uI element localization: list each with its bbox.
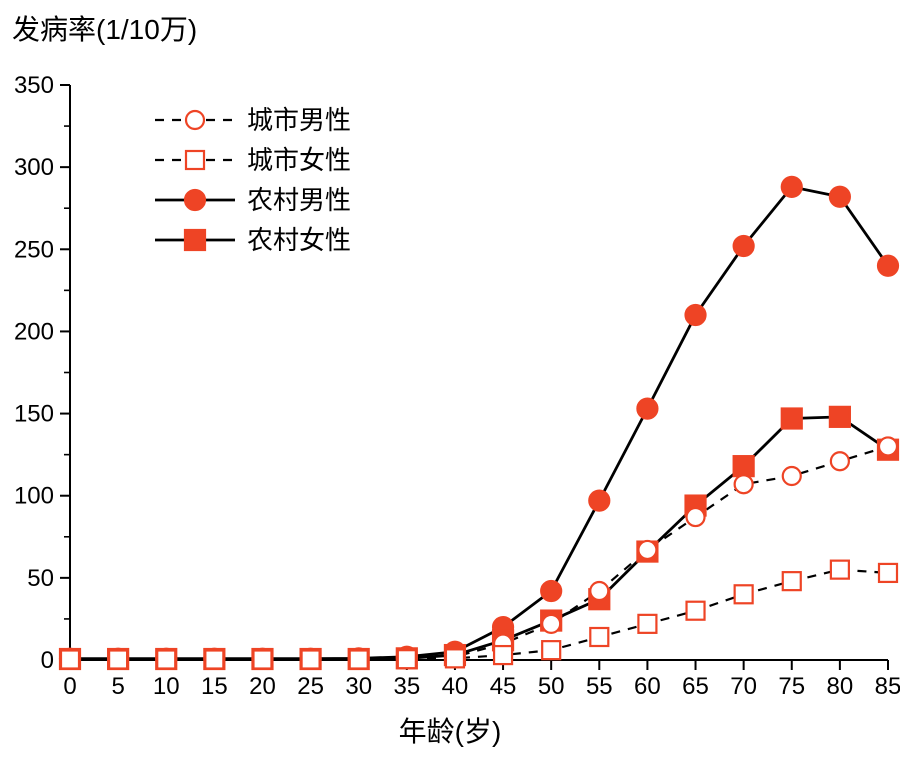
y-tick-label: 100 [14, 483, 54, 510]
series-line-rural_female [70, 417, 888, 659]
x-tick-label: 60 [634, 673, 661, 700]
x-tick-label: 5 [111, 673, 124, 700]
marker-urban_female [687, 602, 705, 620]
marker-urban_female [783, 572, 801, 590]
y-tick-label: 250 [14, 236, 54, 263]
marker-rural_male [589, 491, 609, 511]
marker-urban_female [542, 641, 560, 659]
marker-urban_female [61, 651, 79, 669]
x-tick-label: 40 [442, 673, 469, 700]
marker-urban_male [783, 467, 801, 485]
marker-rural_male [637, 399, 657, 419]
y-tick-label: 0 [41, 647, 54, 674]
y-tick-label: 150 [14, 401, 54, 428]
x-tick-label: 45 [490, 673, 517, 700]
series-line-urban_female [70, 570, 888, 660]
legend-marker-urban_male [186, 111, 204, 129]
x-tick-label: 80 [827, 673, 854, 700]
marker-urban_female [302, 651, 320, 669]
marker-urban_female [205, 651, 223, 669]
marker-urban_female [157, 651, 175, 669]
marker-urban_female [494, 646, 512, 664]
x-tick-label: 10 [153, 673, 180, 700]
marker-urban_female [831, 561, 849, 579]
x-axis-title: 年龄(岁) [0, 710, 900, 750]
x-tick-label: 75 [778, 673, 805, 700]
legend-marker-urban_female [186, 151, 204, 169]
marker-rural_male [686, 305, 706, 325]
marker-rural_female [830, 407, 850, 427]
y-axis-title: 发病率(1/10万) [12, 8, 197, 48]
y-tick-label: 50 [27, 565, 54, 592]
legend-marker-rural_male [185, 190, 205, 210]
x-tick-label: 0 [63, 673, 76, 700]
marker-urban_female [735, 585, 753, 603]
x-tick-label: 55 [586, 673, 613, 700]
marker-rural_male [878, 256, 898, 276]
marker-urban_female [879, 564, 897, 582]
x-tick-label: 20 [249, 673, 276, 700]
legend-marker-rural_female [185, 230, 205, 250]
marker-rural_male [734, 236, 754, 256]
marker-urban_male [687, 508, 705, 526]
legend-label-rural_female: 农村女性 [247, 225, 351, 255]
chart-svg: 0 50 100 150 200 250 300 350 0 5 10 15 20 25 30 35 40 45 5… [0, 0, 900, 757]
y-tick-label: 300 [14, 154, 54, 181]
marker-urban_male [590, 582, 608, 600]
marker-rural_male [541, 581, 561, 601]
marker-rural_male [782, 177, 802, 197]
marker-urban_female [253, 651, 271, 669]
series-line-urban_male [70, 446, 888, 659]
marker-rural_male [830, 187, 850, 207]
y-tick-label: 200 [14, 318, 54, 345]
marker-rural_female [734, 456, 754, 476]
x-tick-label: 25 [297, 673, 324, 700]
marker-rural_female [782, 409, 802, 429]
marker-urban_male [638, 541, 656, 559]
x-tick-label: 15 [201, 673, 228, 700]
incidence-chart: 发病率(1/10万) 0 50 100 150 200 250 300 350 0 5 10 15 20… [0, 0, 900, 757]
marker-urban_female [638, 615, 656, 633]
x-tick-label: 50 [538, 673, 565, 700]
legend-label-rural_male: 农村男性 [247, 185, 351, 215]
x-tick-label: 30 [345, 673, 372, 700]
marker-urban_male [735, 475, 753, 493]
marker-urban_male [831, 452, 849, 470]
marker-urban_female [350, 651, 368, 669]
marker-urban_female [398, 650, 416, 668]
marker-urban_male [542, 615, 560, 633]
marker-urban_female [446, 649, 464, 667]
marker-urban_female [109, 651, 127, 669]
y-tick-label: 350 [14, 72, 54, 99]
x-tick-label: 65 [682, 673, 709, 700]
legend-label-urban_male: 城市男性 [247, 105, 351, 135]
legend-label-urban_female: 城市女性 [247, 145, 351, 175]
x-tick-label: 35 [393, 673, 420, 700]
marker-urban_male [879, 437, 897, 455]
marker-urban_female [590, 628, 608, 646]
x-tick-label: 85 [875, 673, 900, 700]
x-tick-label: 70 [730, 673, 757, 700]
